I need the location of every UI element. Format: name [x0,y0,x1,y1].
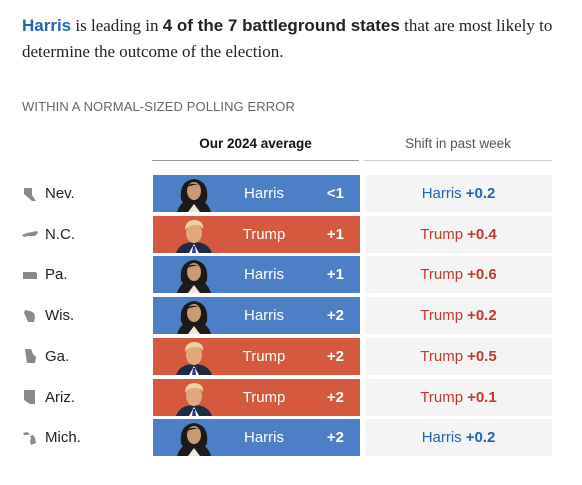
state-name: Nev. [45,185,75,202]
state-label: Wis. [22,297,74,334]
shift-leader: Trump [420,266,464,284]
state-name: Ariz. [45,388,75,406]
shift-value: +0.6 [467,266,497,284]
leader-margin: +1 [326,225,344,243]
wisconsin-shape-icon [24,309,35,322]
leader-bar: Harris +2 [153,419,360,457]
table-row: Wis. Harris +2 Trump +0.2 [0,297,582,335]
shift-value: +0.1 [467,388,497,406]
state-label: Pa. [22,256,68,293]
leader-name: Harris [244,266,284,284]
shift-leader: Trump [420,388,464,406]
subhead: WITHIN A NORMAL-SIZED POLLING ERROR [22,99,295,114]
trump-portrait-icon [176,341,212,375]
column-header-average: Our 2024 average [152,134,359,161]
trump-portrait-icon [176,219,212,253]
shift-leader: Harris [421,185,462,202]
shift-cell: Harris +0.2 [365,175,552,212]
leader-name: Trump [242,347,286,365]
state-label: Nev. [22,175,75,212]
state-name: Ga. [45,347,70,365]
trump-portrait-icon [176,382,212,416]
shift-leader: Trump [420,307,464,325]
intro-lead-name: Harris [22,16,72,35]
shift-cell: Trump +0.2 [365,297,552,335]
shift-value: +0.2 [465,429,496,447]
leader-name: Trump [242,388,286,406]
shift-leader: Trump [420,347,464,365]
shift-value: +0.5 [467,347,497,365]
table-row: Ariz. Trump +2 Trump +0.1 [0,378,582,416]
intro-rest: that are most likely to determine the ou… [22,16,553,61]
table-row: Mich. Harris +2 Harris +0.2 [0,419,582,457]
leader-margin: +2 [326,429,344,447]
leader-bar: Harris <1 [153,175,360,212]
nevada-shape-icon [24,187,36,201]
leader-name: Harris [244,429,284,447]
state-label: Ga. [22,338,69,375]
leader-margin: +2 [326,307,344,325]
intro-text: Harris is leading in 4 of the 7 battlegr… [22,13,562,65]
shift-leader: Harris [421,429,462,447]
table-row: Ga. Trump +2 Trump +0.5 [0,337,582,375]
intro-count: 4 of the 7 battleground states [162,16,400,35]
pennsylvania-shape-icon [23,271,37,279]
leader-margin: +1 [326,266,344,284]
shift-cell: Trump +0.1 [365,378,552,416]
state-name: Mich. [45,429,81,447]
table-row: Nev. Harris <1 Harris +0.2 [0,175,582,212]
shift-value: +0.2 [467,307,497,325]
state-label: N.C. [22,216,75,253]
shift-cell: Trump +0.4 [365,215,552,253]
arizona-shape-icon [24,390,35,404]
shift-cell: Trump +0.6 [365,256,552,294]
table-row: N.C. Trump +1 Trump +0.4 [0,215,582,253]
harris-portrait-icon [177,423,211,457]
shift-value: +0.2 [465,185,496,202]
leader-name: Harris [244,185,284,202]
leader-margin: <1 [326,185,344,202]
state-name: Pa. [45,266,68,284]
harris-portrait-icon [177,301,211,335]
georgia-shape-icon [25,349,36,364]
leader-bar: Harris +2 [153,297,360,335]
leader-bar: Trump +1 [153,215,360,253]
shift-cell: Harris +0.2 [365,419,552,457]
leader-bar: Trump +2 [153,378,360,416]
state-name: N.C. [45,225,75,243]
shift-cell: Trump +0.5 [365,337,552,375]
intro-mid: is leading in [71,16,163,35]
shift-value: +0.4 [467,225,497,243]
leader-bar: Harris +1 [153,256,360,294]
column-header-shift: Shift in past week [364,134,552,161]
leader-margin: +2 [326,347,344,365]
harris-portrait-icon [177,179,211,212]
shift-leader: Trump [420,225,464,243]
table-row: Pa. Harris +1 Trump +0.6 [0,256,582,294]
north-carolina-shape-icon [22,231,38,238]
leader-bar: Trump +2 [153,337,360,375]
leader-margin: +2 [326,388,344,406]
state-name: Wis. [45,307,75,325]
leader-name: Trump [242,225,286,243]
harris-portrait-icon [177,260,211,294]
michigan-shape-icon [23,431,36,445]
leader-name: Harris [244,307,284,325]
state-label: Ariz. [22,379,75,416]
state-label: Mich. [22,419,81,456]
